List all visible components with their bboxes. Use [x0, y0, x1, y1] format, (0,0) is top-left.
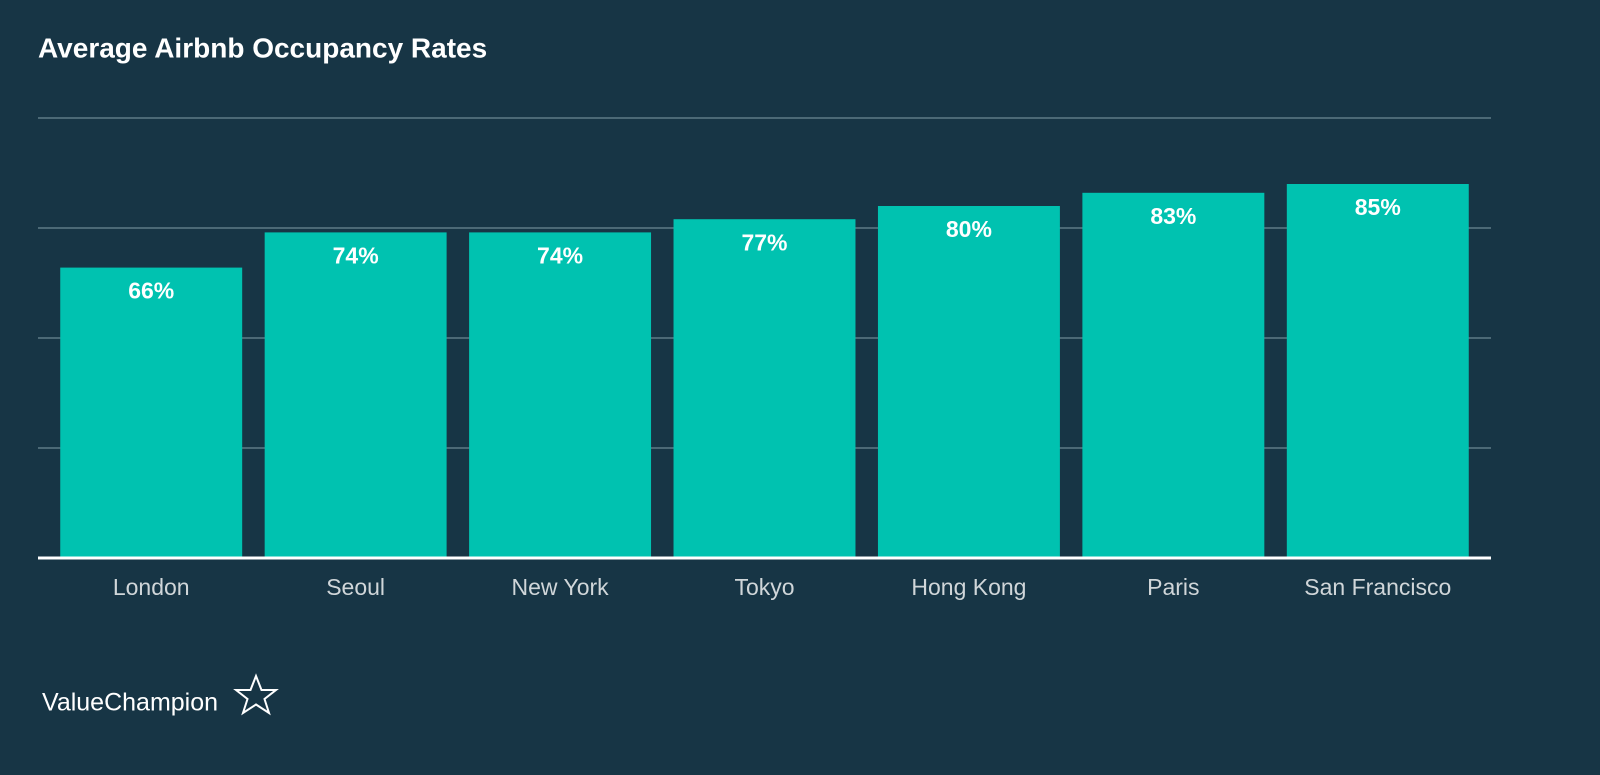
- brand-logo: ValueChampion: [42, 689, 218, 717]
- x-tick-label: New York: [511, 574, 609, 600]
- data-label: 77%: [741, 229, 787, 255]
- x-tick-label: Tokyo: [734, 574, 794, 600]
- data-label: 85%: [1355, 194, 1401, 220]
- x-tick-label: Hong Kong: [911, 574, 1026, 600]
- x-tick-label: London: [113, 574, 190, 600]
- data-label: 66%: [128, 278, 174, 304]
- data-label: 74%: [333, 242, 379, 268]
- brand-star: [233, 673, 279, 716]
- data-label: 80%: [946, 216, 992, 242]
- bar: [1286, 184, 1469, 558]
- data-label: 83%: [1150, 203, 1196, 229]
- data-label: 74%: [537, 242, 583, 268]
- x-tick-label: Paris: [1147, 574, 1199, 600]
- bar: [1082, 192, 1265, 559]
- x-tick-label: Seoul: [326, 574, 385, 600]
- bar: [877, 206, 1060, 558]
- bar: [469, 232, 652, 558]
- bar: [264, 232, 447, 558]
- bar: [60, 267, 243, 558]
- x-tick-label: San Francisco: [1304, 574, 1451, 600]
- chart-title: Average Airbnb Occupancy Rates: [38, 32, 487, 63]
- bar: [673, 219, 856, 558]
- plot-area: London 66% Seoul 74% New York 74% Tokyo 77% Hong…: [38, 117, 1491, 600]
